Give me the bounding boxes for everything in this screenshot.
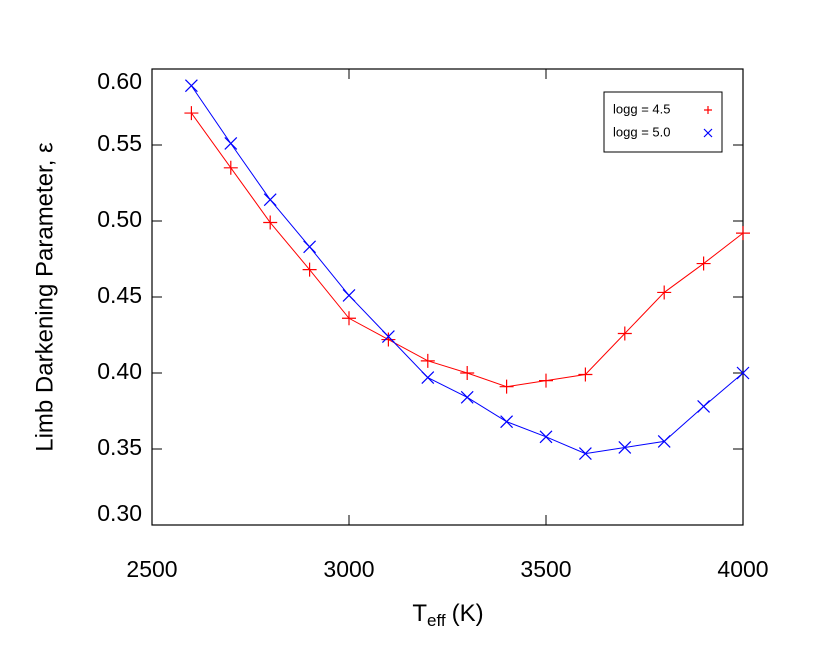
marker [657, 285, 672, 300]
x-tick-label: 3500 [520, 556, 571, 582]
marker [460, 390, 474, 404]
y-tick-label: 0.55 [97, 130, 142, 156]
x-label-symbol: T [412, 600, 427, 627]
marker [381, 332, 396, 347]
series-line [190, 112, 744, 388]
legend-label: logg = 5.0 [613, 124, 670, 139]
marker [223, 160, 238, 175]
marker [657, 434, 671, 448]
y-tick-label: 0.45 [97, 282, 142, 308]
marker [704, 106, 712, 114]
marker [618, 441, 632, 454]
marker [184, 79, 198, 93]
marker [224, 137, 238, 150]
marker [500, 415, 514, 429]
marker [696, 256, 711, 271]
y-tick-label: 0.40 [97, 358, 142, 384]
marker [303, 240, 317, 254]
marker [736, 226, 750, 241]
marker [539, 373, 553, 388]
marker [184, 106, 199, 121]
y-axis-label: Limb Darkening Parameter, ε [31, 142, 58, 452]
marker [578, 447, 592, 460]
marker [342, 311, 356, 326]
x-label-subscript: eff [427, 611, 446, 630]
marker [263, 193, 277, 207]
marker [578, 367, 593, 382]
legend-label: logg = 4.5 [613, 101, 670, 116]
marker [703, 128, 713, 138]
y-tick-label: 0.35 [97, 434, 142, 460]
marker [302, 262, 317, 277]
marker [421, 371, 435, 384]
marker [381, 330, 395, 343]
marker [539, 430, 553, 444]
marker [736, 366, 750, 380]
marker [342, 289, 356, 302]
y-tick-label: 0.60 [97, 68, 142, 94]
marker [420, 353, 435, 368]
x-axis-label: Teff (K) [412, 600, 483, 630]
marker [460, 366, 475, 380]
marker [617, 326, 632, 341]
x-tick-label: 3000 [323, 556, 374, 582]
marker [263, 215, 278, 230]
legend-box [603, 91, 723, 153]
y-tick-label: 0.50 [97, 206, 142, 232]
x-tick-label: 4000 [717, 556, 768, 582]
x-tick-label: 2500 [126, 556, 177, 582]
y-tick-label: 0.30 [97, 500, 142, 526]
marker [499, 379, 514, 394]
marker [697, 400, 711, 413]
x-label-unit: (K) [452, 600, 484, 627]
